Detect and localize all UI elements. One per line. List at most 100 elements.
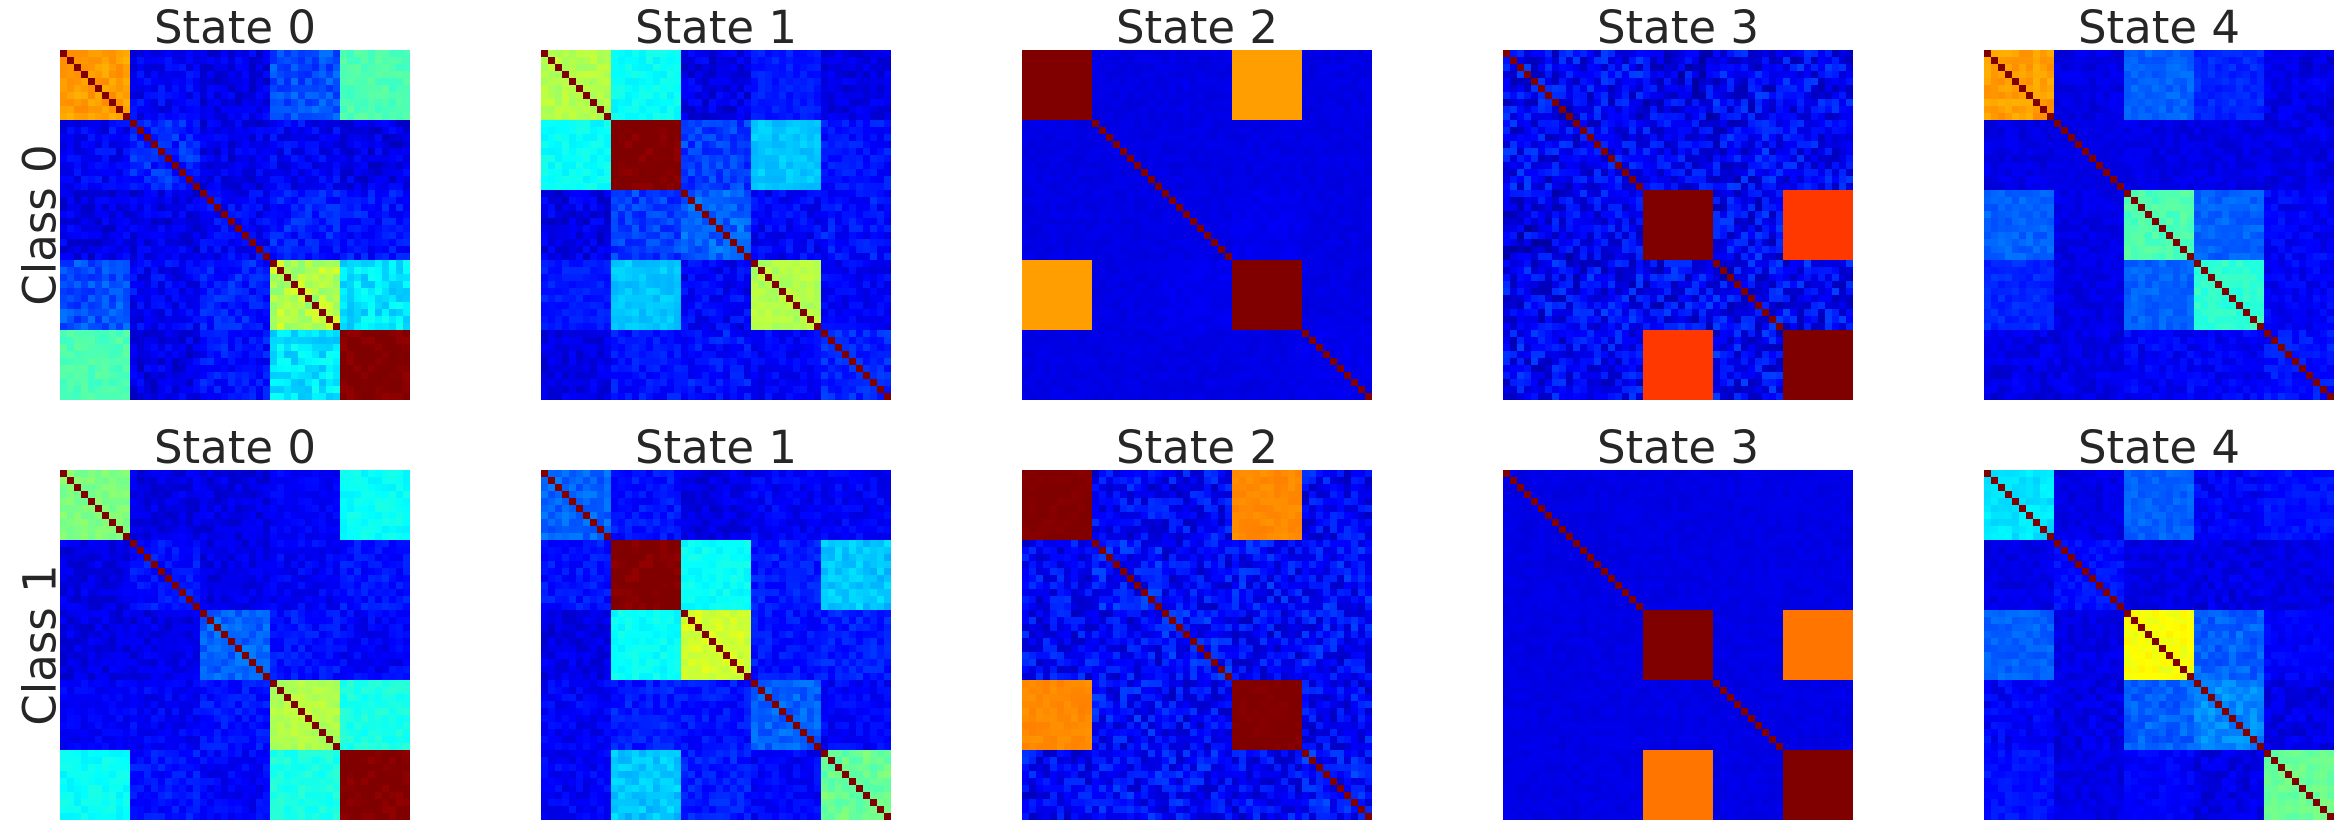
- heatmap-cell: [793, 57, 801, 65]
- heatmap-cell: [856, 155, 864, 163]
- heatmap-cell: [744, 176, 752, 184]
- heatmap-cell: [611, 337, 619, 345]
- heatmap-cell: [625, 386, 633, 394]
- heatmap-cell: [807, 365, 815, 373]
- heatmap-cell: [305, 127, 313, 135]
- heatmap-cell: [555, 190, 563, 198]
- heatmap-cell: [807, 176, 815, 184]
- heatmap-cell: [109, 64, 117, 72]
- heatmap-cell: [779, 78, 787, 86]
- heatmap-cell: [116, 71, 124, 79]
- heatmap-cell: [396, 190, 404, 198]
- heatmap-cell: [569, 50, 577, 58]
- heatmap-cell: [375, 337, 383, 345]
- heatmap-cell: [779, 211, 787, 219]
- heatmap-cell: [263, 358, 271, 366]
- heatmap-cell: [74, 309, 82, 317]
- heatmap-cell: [646, 246, 654, 254]
- heatmap-cell: [214, 253, 222, 261]
- heatmap-cell: [158, 120, 166, 128]
- heatmap-cell: [765, 225, 773, 233]
- heatmap-cell: [863, 309, 871, 317]
- heatmap-cell: [270, 267, 278, 275]
- heatmap-cell: [562, 309, 570, 317]
- heatmap-cell: [382, 393, 390, 400]
- heatmap-cell: [221, 323, 229, 331]
- heatmap-cell: [347, 344, 355, 352]
- heatmap-cell: [737, 92, 745, 100]
- heatmap-cell: [256, 239, 264, 247]
- heatmap-cell: [583, 232, 591, 240]
- heatmap-cell: [172, 71, 180, 79]
- heatmap-cell: [228, 204, 236, 212]
- heatmap-cell: [193, 64, 201, 72]
- heatmap-cell: [270, 78, 278, 86]
- heatmap-cell: [772, 162, 780, 170]
- heatmap-cell: [382, 379, 390, 387]
- heatmap-cell: [779, 267, 787, 275]
- heatmap-cell: [541, 344, 549, 352]
- heatmap-cell: [856, 379, 864, 387]
- heatmap-cell: [863, 386, 871, 394]
- heatmap-cell: [884, 246, 891, 254]
- heatmap-cell: [576, 232, 584, 240]
- heatmap-cell: [200, 267, 208, 275]
- heatmap-cell: [758, 344, 766, 352]
- heatmap-cell: [688, 120, 696, 128]
- heatmap-cell: [653, 295, 661, 303]
- heatmap-cell: [653, 50, 661, 58]
- heatmap-cell: [270, 295, 278, 303]
- heatmap-cell: [541, 71, 549, 79]
- heatmap-cell: [333, 232, 341, 240]
- heatmap-cell: [200, 274, 208, 282]
- heatmap-cell: [653, 204, 661, 212]
- heatmap-cell: [877, 295, 885, 303]
- heatmap-cell: [653, 309, 661, 317]
- heatmap-cell: [618, 155, 626, 163]
- heatmap-cell: [375, 64, 383, 72]
- heatmap-cell: [660, 176, 668, 184]
- heatmap-cell: [200, 176, 208, 184]
- heatmap-cell: [340, 316, 348, 324]
- heatmap-cell: [604, 358, 612, 366]
- heatmap-cell: [368, 169, 376, 177]
- heatmap-cell: [298, 344, 306, 352]
- heatmap-cell: [102, 232, 110, 240]
- heatmap-cell: [611, 99, 619, 107]
- heatmap-cell: [695, 295, 703, 303]
- heatmap-cell: [653, 169, 661, 177]
- heatmap-cell: [291, 92, 299, 100]
- heatmap-cell: [326, 274, 334, 282]
- heatmap-cell: [821, 190, 829, 198]
- heatmap-cell: [597, 365, 605, 373]
- heatmap-cell: [228, 85, 236, 93]
- heatmap-cell: [877, 113, 885, 121]
- heatmap-cell: [74, 288, 82, 296]
- heatmap-cell: [786, 260, 794, 268]
- heatmap-cell: [354, 267, 362, 275]
- heatmap-cell: [702, 211, 710, 219]
- heatmap-cell: [333, 204, 341, 212]
- heatmap-cell: [207, 85, 215, 93]
- heatmap-cell: [144, 127, 152, 135]
- heatmap-cell: [88, 393, 96, 400]
- heatmap-cell: [67, 148, 75, 156]
- heatmap-cell: [382, 218, 390, 226]
- heatmap-cell: [653, 344, 661, 352]
- heatmap-cell: [200, 99, 208, 107]
- heatmap-cell: [403, 246, 410, 254]
- heatmap-cell: [562, 155, 570, 163]
- heatmap-cell: [277, 337, 285, 345]
- heatmap-cell: [193, 386, 201, 394]
- heatmap-cell: [95, 141, 103, 149]
- heatmap-cell: [758, 372, 766, 380]
- heatmap-cell: [158, 351, 166, 359]
- heatmap-cell: [116, 386, 124, 394]
- heatmap-cell: [228, 386, 236, 394]
- heatmap-cell: [772, 274, 780, 282]
- heatmap-cell: [709, 113, 717, 121]
- heatmap-cell: [109, 113, 117, 121]
- heatmap-cell: [165, 372, 173, 380]
- heatmap-cell: [333, 267, 341, 275]
- heatmap-cell: [228, 71, 236, 79]
